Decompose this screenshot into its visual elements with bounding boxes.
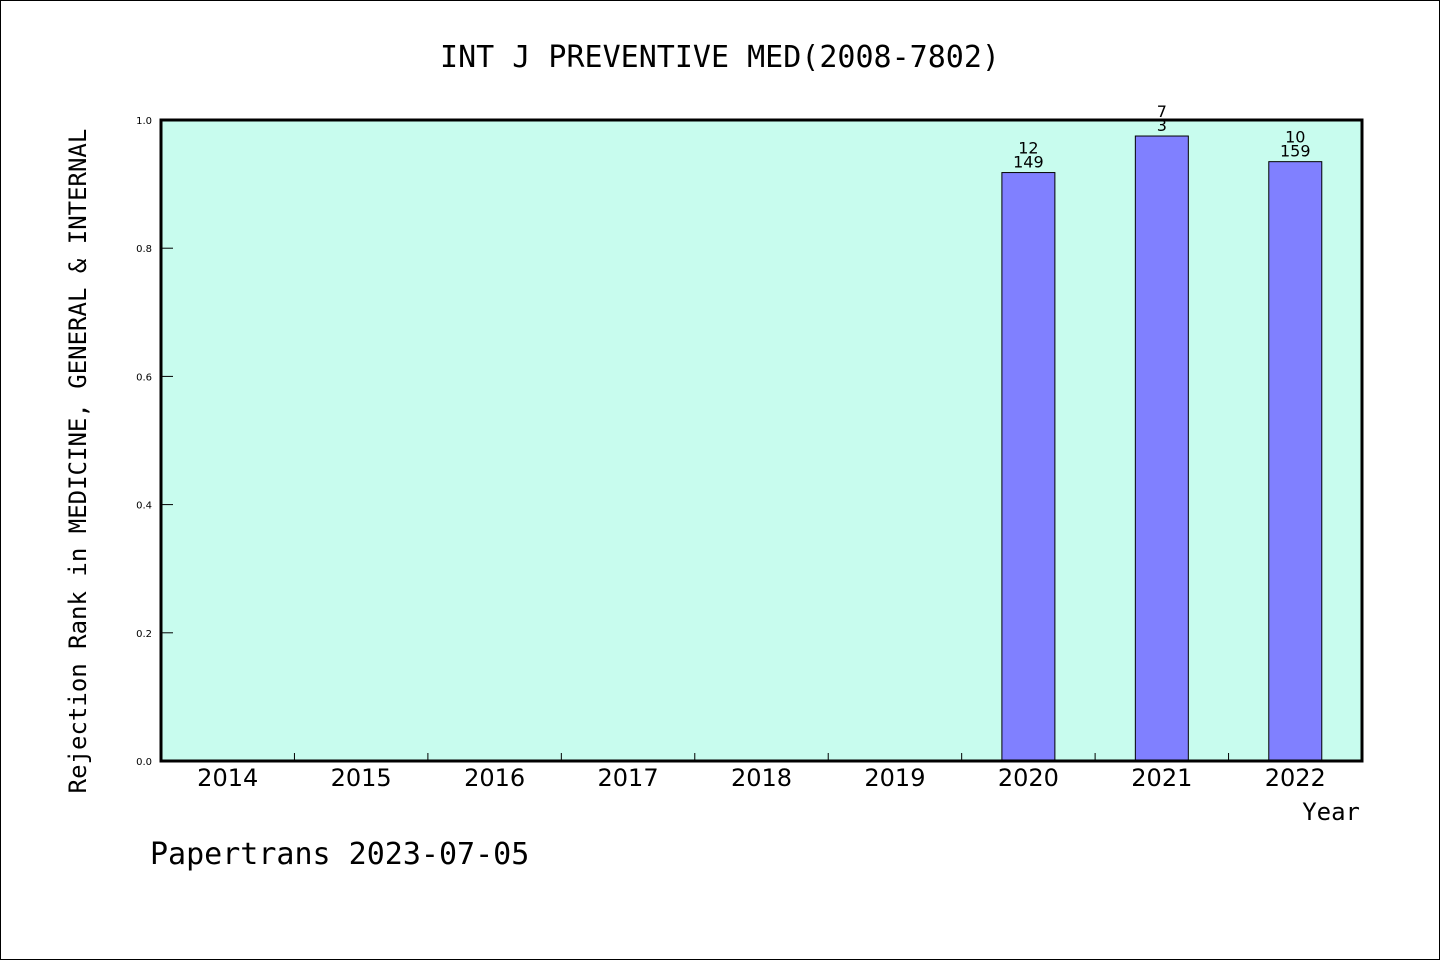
bar-label-top: 10 bbox=[1285, 128, 1305, 147]
y-tick-label: 0.4 bbox=[136, 501, 152, 512]
y-tick-label: 1.0 bbox=[136, 116, 152, 127]
x-axis-label: Year bbox=[1302, 798, 1360, 826]
footer-credit: Papertrans 2023-07-05 bbox=[150, 837, 529, 872]
bars-layer bbox=[1001, 135, 1323, 762]
bar-2021 bbox=[1134, 135, 1189, 762]
bar-label-top: 12 bbox=[1018, 139, 1038, 158]
chart-title: INT J PREVENTIVE MED(2008-7802) bbox=[440, 40, 1000, 75]
y-tick-label: 0.0 bbox=[136, 757, 152, 768]
y-tick-label: 0.6 bbox=[136, 372, 152, 383]
bar-label-bottom: 159 bbox=[1280, 142, 1311, 161]
bar-label-top: 7 bbox=[1157, 102, 1167, 121]
y-tick-label: 0.2 bbox=[136, 629, 152, 640]
x-tick-label: 2014 bbox=[197, 764, 258, 792]
y-axis-label: Rejection Rank in MEDICINE, GENERAL & IN… bbox=[64, 129, 92, 794]
bar-label-bottom: 149 bbox=[1013, 153, 1044, 172]
x-tick-label: 2020 bbox=[998, 764, 1059, 792]
x-tick-label: 2022 bbox=[1265, 764, 1326, 792]
plot-border bbox=[159, 118, 1364, 763]
bar-2022 bbox=[1268, 161, 1323, 762]
bar-label-bottom: 3 bbox=[1157, 116, 1167, 135]
bar-2020 bbox=[1001, 172, 1056, 762]
x-tick-label: 2019 bbox=[864, 764, 925, 792]
x-tick-label: 2015 bbox=[331, 764, 392, 792]
labels-layer: 0.0 0.2 0.4 0.6 0.8 1.0 2014 2015 2016 2017 2018 20… bbox=[136, 102, 1326, 792]
x-tick-label: 2021 bbox=[1131, 764, 1192, 792]
y-tick-label: 0.8 bbox=[136, 244, 152, 255]
x-tick-label: 2016 bbox=[464, 764, 525, 792]
x-tick-label: 2017 bbox=[598, 764, 659, 792]
x-tick-label: 2018 bbox=[731, 764, 792, 792]
